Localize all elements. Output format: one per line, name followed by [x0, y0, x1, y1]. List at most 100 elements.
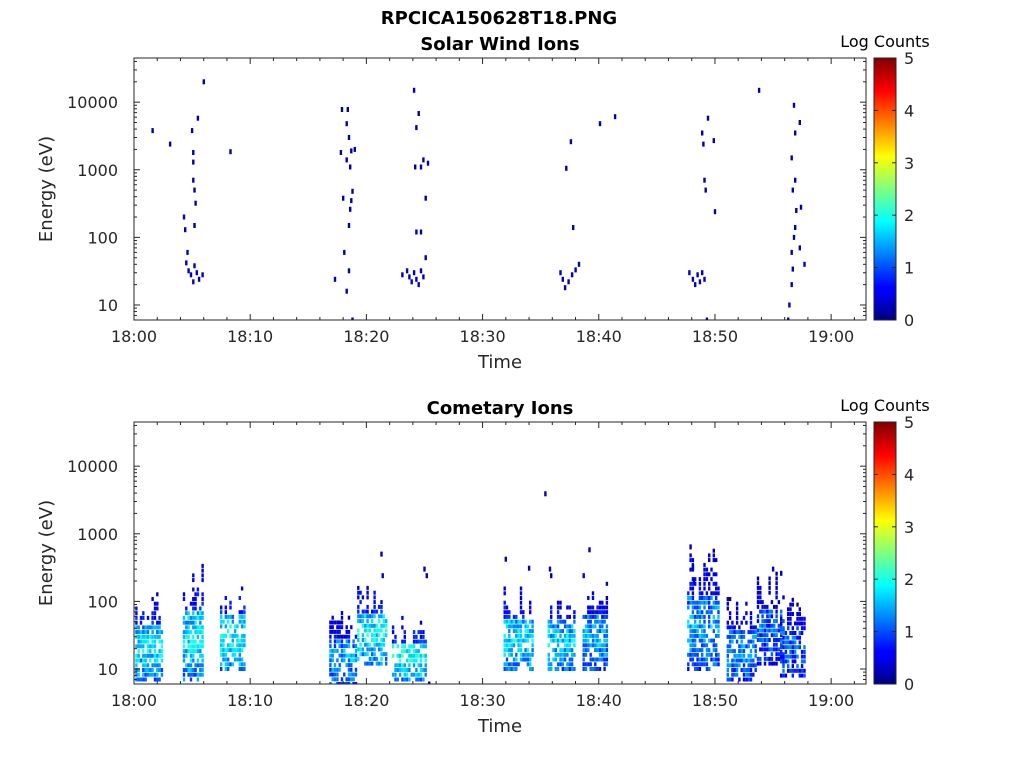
heatmap-cell: [787, 654, 790, 659]
heatmap-cell: [589, 614, 592, 619]
heatmap-cell: [236, 638, 239, 643]
heatmap-cell: [345, 677, 348, 682]
heatmap-cell: [698, 614, 702, 619]
heatmap-cell: [759, 661, 762, 666]
heatmap-cell: [364, 628, 367, 633]
heatmap-cell: [605, 657, 609, 662]
heatmap-cell: [419, 663, 423, 668]
heatmap-cell: [598, 648, 602, 653]
heatmap-cell: [196, 592, 200, 597]
y-axis-label: Energy (eV): [36, 500, 57, 606]
heatmap-cell: [687, 619, 690, 624]
figure-title: RPCICA150628T18.PNG: [381, 8, 617, 29]
heatmap-cell: [194, 620, 197, 625]
heatmap-cell: [698, 667, 702, 671]
heatmap-cell: [231, 633, 234, 638]
heatmap-cell: [566, 652, 569, 657]
heatmap-cell: [417, 653, 420, 658]
heatmap-cell: [361, 619, 365, 624]
colorbar-tick-label: 2: [904, 206, 914, 225]
heatmap-cell: [796, 635, 799, 640]
heatmap-cell: [373, 614, 376, 619]
heatmap-cell: [424, 658, 427, 663]
heatmap-cell: [385, 652, 388, 657]
heatmap-cell: [146, 644, 150, 649]
heatmap-cell: [146, 663, 150, 668]
heatmap-cell: [510, 652, 513, 657]
heatmap-cell: [745, 601, 748, 606]
heatmap-cell: [336, 629, 339, 634]
heatmap-cell: [153, 658, 157, 663]
heatmap-cell: [605, 596, 609, 600]
heatmap-cell: [151, 620, 154, 625]
heatmap-cell: [380, 661, 383, 666]
heatmap-cell: [554, 629, 557, 634]
heatmap-cell: [220, 643, 223, 648]
heatmap-cell: [508, 633, 511, 638]
heatmap-cell: [366, 619, 369, 624]
heatmap-cell: [142, 615, 145, 620]
heatmap-cell: [373, 595, 376, 600]
heatmap-cell: [691, 564, 695, 570]
heatmap-cell: [726, 653, 729, 658]
heatmap-cell: [338, 620, 341, 625]
heatmap-cell: [385, 661, 388, 666]
heatmap-cell: [240, 586, 244, 591]
heatmap-cell: [417, 282, 420, 288]
heatmap-cell: [731, 639, 734, 644]
heatmap-cell: [336, 634, 339, 639]
heatmap-cell: [403, 677, 406, 682]
heatmap-cell: [419, 658, 423, 663]
heatmap-cell: [329, 648, 332, 653]
heatmap-cell: [784, 673, 788, 678]
heatmap-cell: [742, 615, 746, 620]
heatmap-cell: [156, 653, 159, 658]
heatmap-cell: [137, 677, 140, 682]
heatmap-cell: [605, 662, 609, 667]
heatmap-cell: [352, 644, 355, 649]
heatmap-cell: [505, 667, 509, 671]
heatmap-cell: [229, 633, 232, 638]
heatmap-cell: [752, 663, 755, 668]
heatmap-cell: [589, 619, 592, 624]
heatmap-cell: [715, 648, 718, 653]
heatmap-cell: [508, 662, 511, 667]
heatmap-cell: [799, 204, 803, 210]
heatmap-cell: [378, 647, 381, 652]
heatmap-cell: [594, 638, 597, 643]
heatmap-cell: [333, 634, 337, 639]
heatmap-cell: [243, 667, 246, 671]
heatmap-cell: [731, 677, 734, 682]
heatmap-cell: [240, 624, 244, 629]
heatmap-cell: [419, 677, 423, 682]
heatmap-cell: [570, 629, 574, 634]
heatmap-cell: [747, 639, 750, 644]
x-tick-label: 18:10: [227, 327, 273, 346]
heatmap-cell: [738, 634, 741, 639]
heatmap-cell: [735, 653, 739, 658]
heatmap-cell: [775, 642, 778, 647]
heatmap-cell: [182, 597, 186, 601]
heatmap-cell: [512, 657, 516, 662]
heatmap-cell: [782, 659, 785, 664]
heatmap-cell: [705, 667, 709, 671]
heatmap-cell: [201, 272, 204, 278]
heatmap-cell: [417, 639, 420, 644]
heatmap-cell: [194, 663, 197, 668]
heatmap-cell: [505, 638, 509, 643]
heatmap-cell: [566, 648, 569, 653]
heatmap-cell: [368, 661, 372, 666]
heatmap-cell: [550, 638, 553, 643]
heatmap-cell: [194, 649, 197, 654]
heatmap-cell: [408, 653, 411, 658]
heatmap-cell: [596, 614, 599, 619]
heatmap-cell: [419, 672, 423, 677]
heatmap-cell: [151, 653, 154, 658]
heatmap-cell: [146, 672, 150, 677]
heatmap-cell: [146, 615, 150, 620]
heatmap-cell: [794, 635, 797, 640]
heatmap-cell: [352, 658, 355, 663]
heatmap-cell: [550, 662, 553, 667]
heatmap-cell: [368, 647, 372, 652]
heatmap-cell: [201, 630, 204, 635]
